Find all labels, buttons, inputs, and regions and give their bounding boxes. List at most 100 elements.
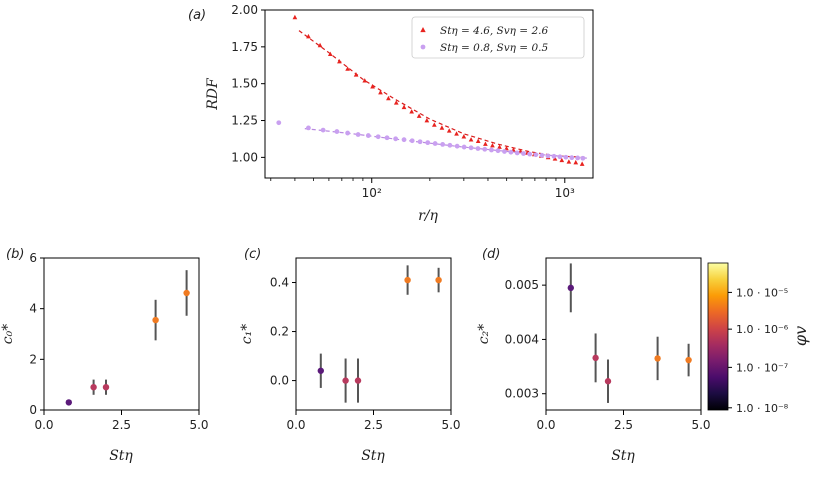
panel-b-ylabel: c₀* (0, 324, 16, 344)
series-2-point (580, 155, 586, 161)
series-2-point (454, 143, 460, 149)
series-2-point (527, 151, 533, 157)
y-tick-label: 2 (29, 352, 37, 366)
series-2-point (551, 153, 557, 159)
series-1-point (446, 128, 452, 133)
panel-b-frame (43, 257, 200, 411)
x-tick-label: 2.5 (112, 418, 131, 432)
panel-b: (b) 0 2 4 6 0.0 2.5 5.0 Stη c₀* (0, 247, 209, 464)
panel-b-marks (65, 270, 190, 406)
y-tick-label: 1.25 (231, 114, 258, 128)
colorbar-gradient (707, 262, 729, 411)
y-tick-label: 0.004 (505, 332, 539, 346)
panel-a-xlabel: r/η (418, 208, 438, 224)
x-tick-label: 2.5 (364, 418, 383, 432)
colorbar-tick-label: 1.0 · 10⁻⁵ (736, 286, 788, 299)
series-1-point (353, 72, 359, 77)
series-1-point (431, 122, 437, 127)
series-2-point (495, 148, 501, 154)
data-point (102, 384, 110, 391)
series-2-point (393, 136, 399, 142)
x-tick-label: 0.0 (34, 418, 53, 432)
panel-d-xlabel: Stη (611, 448, 635, 464)
y-tick-label: 1.50 (231, 77, 258, 91)
series-1-point (454, 131, 459, 136)
series-1-point (559, 157, 565, 163)
series-2-point (475, 146, 481, 151)
data-point (685, 356, 692, 364)
series-2-point (432, 141, 438, 146)
y-tick-label: 0.2 (270, 325, 289, 339)
x-tick-label: 2.5 (614, 418, 633, 432)
series-2-point (461, 144, 467, 150)
series-2-point (365, 133, 371, 138)
panel-c-ylabel: c₁* (239, 324, 255, 344)
panel-b-label: (b) (6, 247, 24, 262)
panel-a-marks (276, 14, 587, 166)
panel-a-ylabel: RDF (205, 77, 221, 111)
panel-b-ticks: 0 2 4 6 0.0 2.5 5.0 (29, 251, 208, 432)
series-1-point (566, 159, 572, 164)
series-2-point (508, 149, 514, 155)
x-tick-label: 10² (362, 186, 382, 200)
x-tick-label: 10³ (555, 186, 575, 200)
series-2-point (409, 138, 415, 144)
series-2-point (276, 120, 282, 126)
series-1-point (386, 95, 391, 101)
series-1-point (345, 66, 350, 71)
series-2-point (345, 130, 351, 136)
series-2-point (521, 151, 526, 156)
panel-d-ylabel: c₂* (476, 324, 492, 344)
panel-a-ticks: 1.00 1.25 1.50 1.75 2.00 10² 10³ (231, 3, 575, 200)
panel-b-xlabel: Stη (109, 448, 133, 464)
panel-c-frame (295, 257, 452, 411)
series-1-point (370, 84, 375, 89)
data-point (183, 289, 190, 297)
series-2-point (533, 152, 539, 158)
series-1-point (409, 109, 415, 114)
series-1-point (327, 51, 333, 57)
data-point (354, 377, 362, 384)
data-point (317, 367, 324, 374)
series-1-point (317, 42, 323, 48)
series-2-point (557, 154, 563, 160)
panel-d-frame (545, 257, 702, 411)
y-tick-label: 6 (29, 251, 37, 265)
data-point (567, 284, 574, 292)
x-tick-label: 5.0 (189, 418, 208, 432)
series-1-point (483, 141, 488, 146)
series-2-point (539, 152, 545, 158)
series-1-point (475, 138, 481, 143)
series-2-point (514, 150, 520, 156)
series-2-point (482, 146, 488, 152)
data-point (65, 399, 73, 406)
x-tick-label: 5.0 (441, 418, 460, 432)
series-1-point (292, 14, 298, 20)
legend-marker-triangle (420, 27, 426, 33)
series-1-point (579, 161, 585, 166)
series-2-point (401, 137, 407, 143)
panel-c-marks (317, 265, 442, 403)
series-2-point (355, 132, 361, 137)
data-point (435, 276, 442, 284)
x-tick-label: 0.0 (286, 418, 305, 432)
panel-c-xlabel: Stη (361, 448, 385, 464)
colorbar-tick-label: 1.0 · 10⁻⁶ (736, 323, 789, 336)
data-point (654, 355, 661, 362)
colorbar: 1.0 · 10⁻⁵ 1.0 · 10⁻⁶ 1.0 · 10⁻⁷ 1.0 · 10⁻⁸… (707, 262, 810, 415)
panel-d-ticks: 0.003 0.004 0.005 0.0 2.5 5.0 (505, 278, 711, 432)
data-point (152, 316, 159, 324)
series-1-point (337, 58, 342, 64)
series-2-point (489, 147, 494, 153)
colorbar-tick-label: 1.0 · 10⁻⁸ (736, 402, 789, 415)
series-2-point (384, 135, 390, 141)
series-2-point (569, 155, 575, 161)
panel-a-legend: Stη = 4.6, Svη = 2.6 Stη = 0.8, Svη = 0.… (411, 16, 585, 59)
series-1-point (468, 137, 474, 142)
series-2-point (306, 125, 311, 131)
y-tick-label: 1.00 (231, 150, 258, 164)
series-1-point (401, 104, 407, 110)
series-2-point (502, 149, 507, 154)
panel-a-frame (264, 9, 594, 179)
series-1-point (497, 144, 502, 149)
